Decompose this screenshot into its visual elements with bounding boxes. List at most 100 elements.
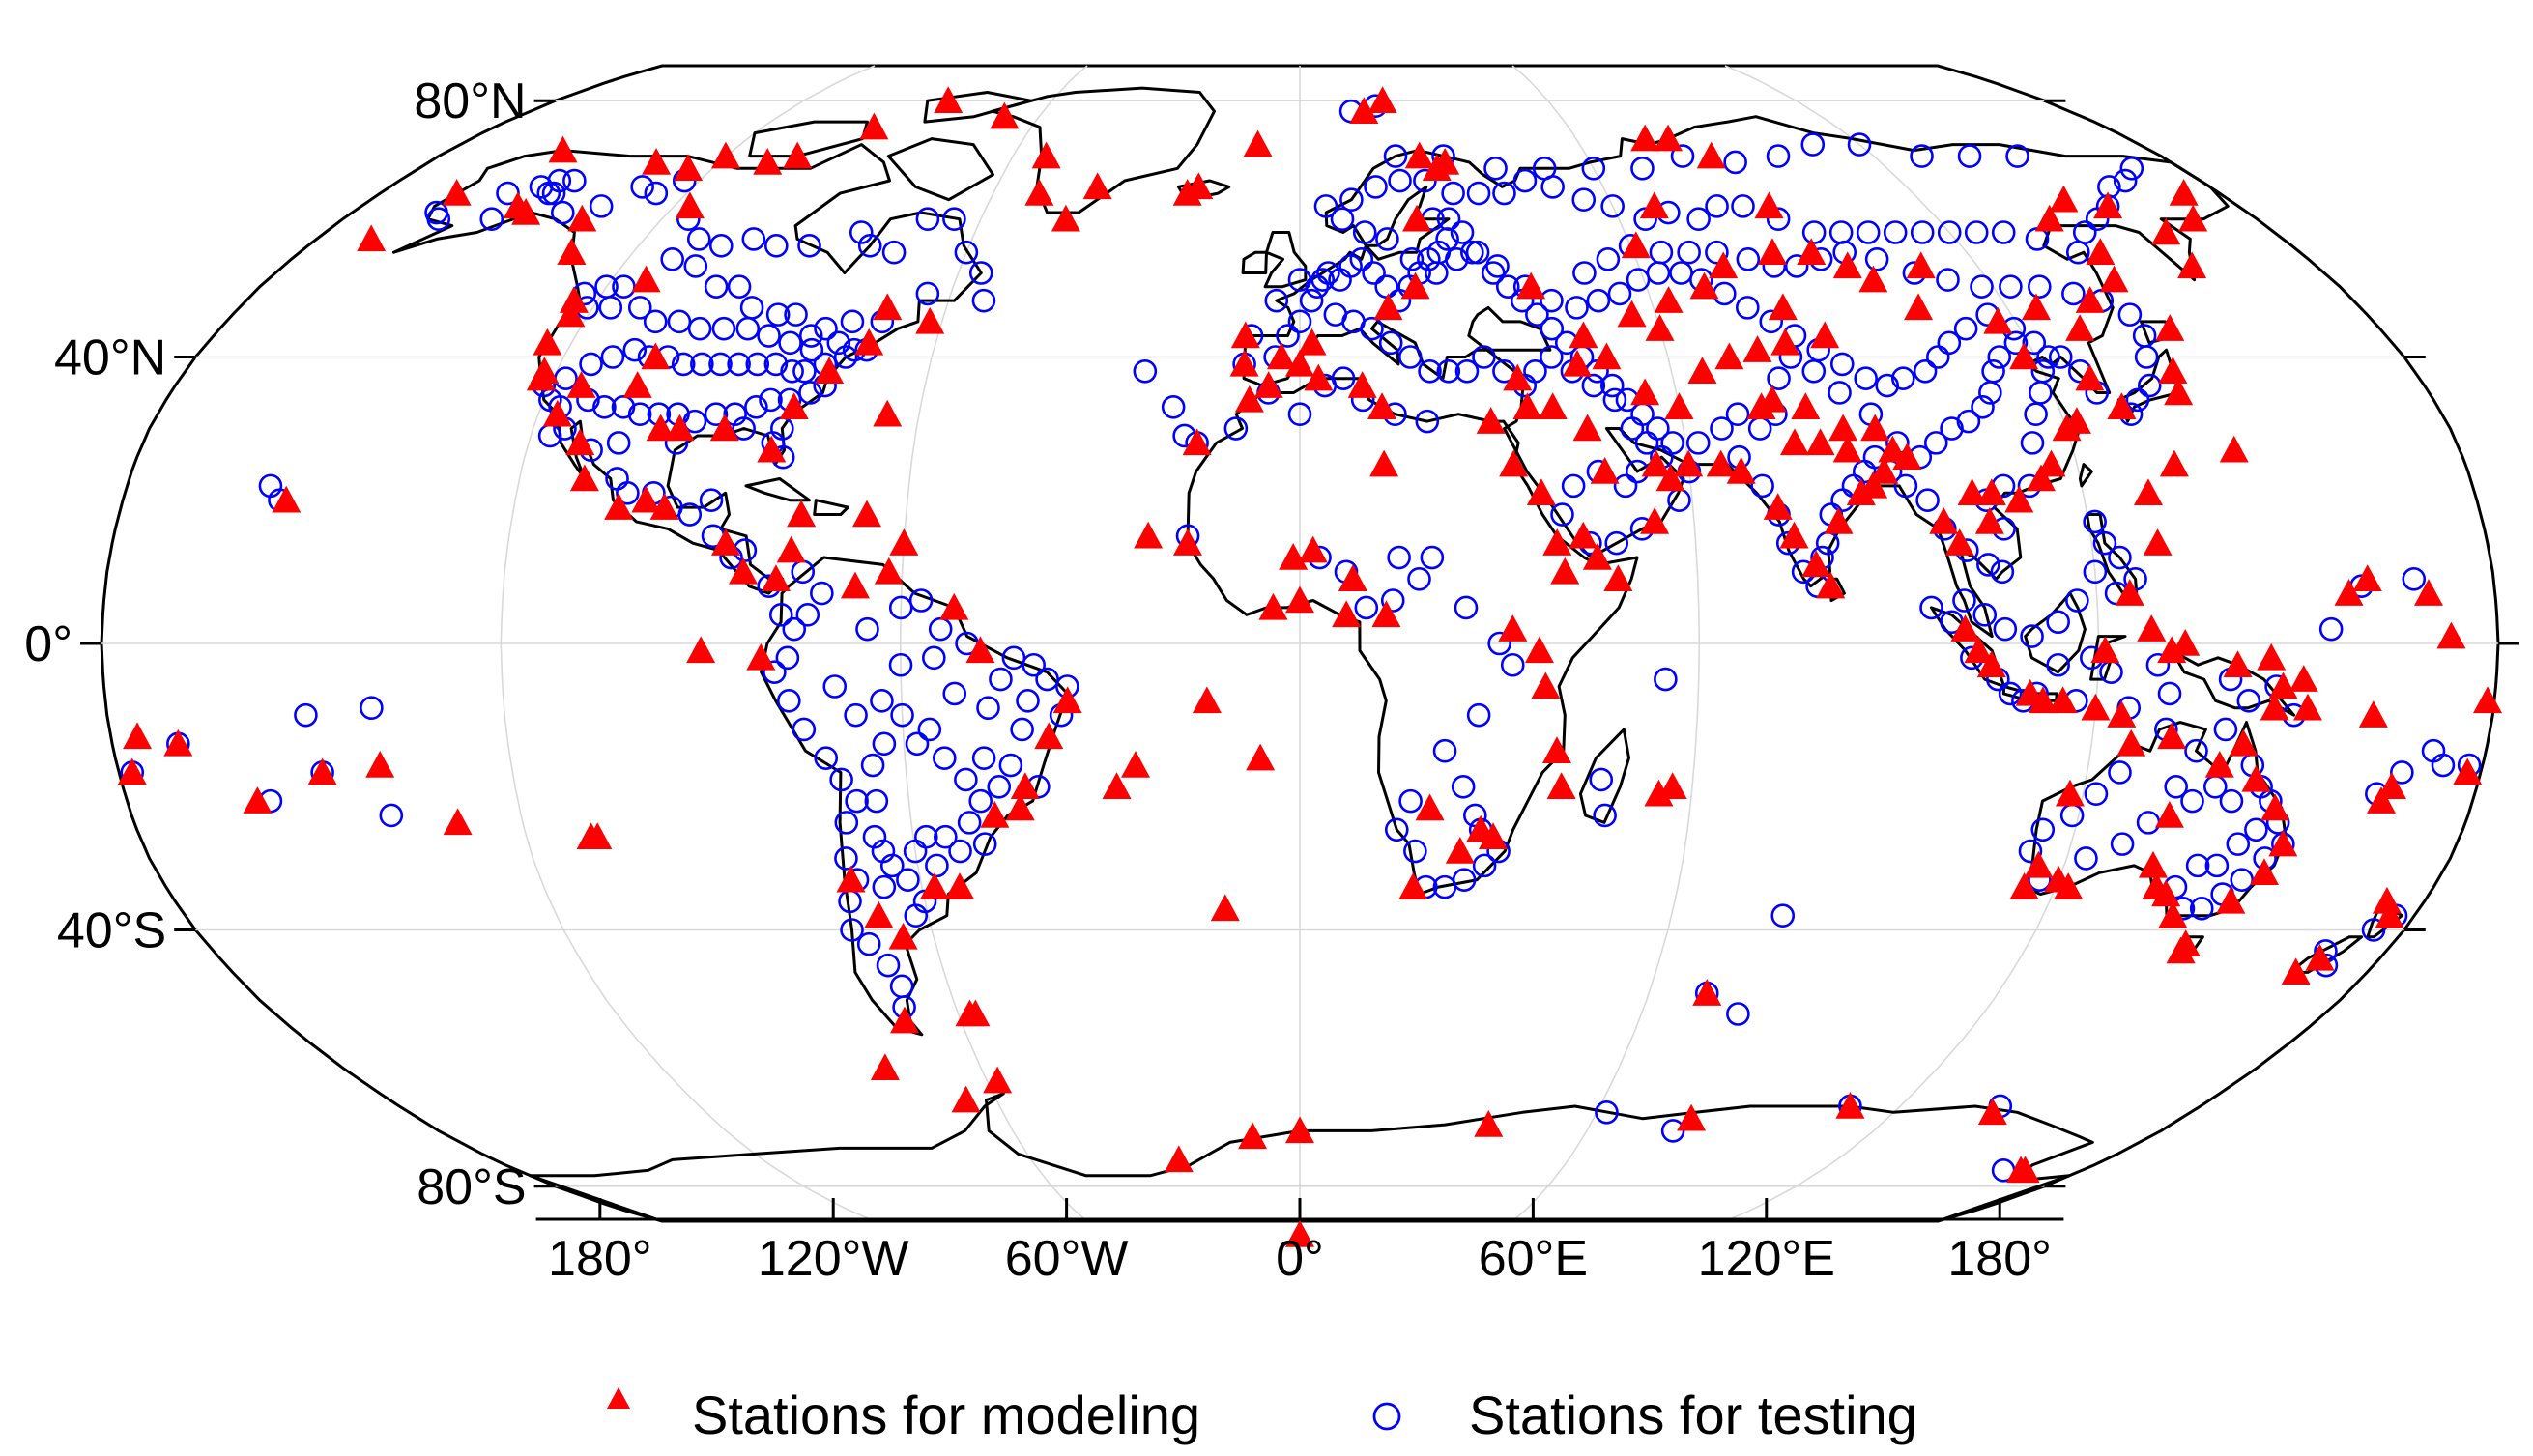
testing-station-marker — [598, 296, 623, 320]
modeling-station-marker — [965, 636, 995, 664]
testing-station-marker — [1483, 157, 1508, 181]
testing-station-marker — [889, 974, 914, 999]
testing-station-marker — [1287, 309, 1312, 334]
testing-station-marker — [2065, 588, 2089, 613]
modeling-station-marker — [1816, 571, 1846, 599]
modeling-station-marker — [1398, 872, 1428, 899]
testing-station-marker — [2113, 168, 2138, 193]
testing-station-marker — [1451, 775, 1476, 799]
testing-station-marker — [822, 674, 848, 699]
modeling-station-marker — [557, 238, 587, 265]
testing-station-marker — [1581, 373, 1606, 398]
testing-station-marker — [784, 302, 808, 327]
testing-station-marker — [2244, 817, 2268, 842]
modeling-station-marker — [2143, 528, 2173, 556]
modeling-station-marker — [1031, 141, 1061, 169]
modeling-station-marker — [1246, 743, 1276, 771]
modeling-station-marker — [1524, 636, 1554, 664]
testing-station-marker — [1388, 168, 1412, 193]
testing-station-marker — [606, 431, 631, 455]
modeling-station-marker — [1957, 478, 1987, 506]
lon-label-120e: 120°E — [1698, 1231, 1835, 1287]
testing-station-marker — [925, 853, 949, 878]
testing-station-marker — [622, 337, 648, 362]
testing-station-marker — [1910, 144, 1934, 168]
modeling-station-marker — [870, 1053, 900, 1081]
modeling-station-marker — [583, 822, 613, 849]
testing-station-marker — [1620, 416, 1645, 441]
testing-station-marker — [862, 824, 887, 849]
testing-station-marker — [2005, 144, 2029, 168]
testing-station-marker — [1407, 566, 1431, 591]
modeling-station-marker — [2292, 693, 2322, 721]
modeling-station-marker — [1563, 349, 1593, 377]
red-triangle-icon — [607, 1387, 630, 1409]
modeling-station-marker — [1338, 564, 1367, 592]
testing-station-marker — [1890, 366, 1915, 390]
testing-station-marker — [844, 702, 868, 728]
testing-station-marker — [1953, 316, 1978, 341]
testing-station-marker — [954, 767, 978, 792]
testing-station-marker — [1523, 358, 1547, 384]
testing-station-marker — [1399, 247, 1425, 271]
modeling-station-marker — [1977, 1098, 2007, 1126]
testing-station-marker — [1454, 595, 1479, 620]
testing-station-marker — [1384, 817, 1409, 842]
modeling-station-marker — [556, 300, 586, 328]
modeling-station-marker — [631, 265, 661, 293]
testing-station-marker — [732, 416, 756, 441]
testing-station-marker — [1801, 358, 1827, 384]
testing-station-marker — [727, 274, 752, 299]
lat-label-equator: 0° — [24, 616, 72, 672]
testing-station-marker — [2022, 330, 2047, 356]
testing-station-marker — [687, 316, 712, 341]
testing-station-marker — [1630, 157, 1655, 181]
modeling-station-marker — [1757, 238, 1787, 265]
testing-station-marker — [888, 595, 913, 620]
testing-station-marker — [2048, 345, 2073, 369]
testing-station-marker — [1925, 345, 1950, 369]
modeling-station-marker — [1479, 822, 1509, 849]
modeling-station-marker — [1298, 535, 1328, 563]
modeling-station-marker — [1687, 357, 1717, 385]
testing-station-marker — [775, 645, 800, 671]
modeling-station-marker — [1630, 124, 1660, 152]
testing-station-marker — [727, 352, 751, 377]
testing-station-marker — [933, 746, 957, 770]
testing-station-marker — [2185, 853, 2210, 878]
modeling-station-marker — [1538, 392, 1568, 420]
modeling-station-marker — [1983, 306, 2013, 334]
modeling-station-marker — [1709, 251, 1739, 279]
testing-station-marker — [1339, 187, 1364, 213]
testing-station-marker — [876, 953, 901, 978]
testing-station-marker — [711, 316, 736, 341]
modeling-station-marker — [1367, 392, 1397, 420]
testing-station-marker — [2099, 660, 2123, 684]
modeling-station-marker — [854, 328, 884, 356]
modeling-station-marker — [1051, 204, 1080, 232]
modeling-station-marker — [2158, 357, 2188, 385]
modeling-station-marker — [1546, 772, 1576, 800]
testing-station-marker — [1600, 194, 1625, 218]
testing-station-marker — [1770, 903, 1796, 928]
modeling-station-marker — [117, 757, 147, 785]
testing-station-marker — [840, 309, 865, 334]
testing-station-marker — [1133, 358, 1158, 384]
testing-station-marker — [1581, 157, 1606, 181]
modeling-station-marker — [2049, 185, 2079, 213]
testing-station-marker — [795, 603, 820, 627]
lat-label-80s: 80°S — [417, 1159, 526, 1215]
modeling-station-marker — [2054, 872, 2084, 899]
testing-station-marker — [1634, 431, 1659, 455]
testing-station-marker — [1436, 358, 1461, 384]
coastline-path — [1241, 250, 1268, 274]
testing-station-marker — [905, 731, 930, 757]
testing-station-marker — [1725, 402, 1750, 427]
modeling-station-marker — [1944, 528, 1974, 556]
testing-station-marker — [1952, 588, 1976, 613]
modeling-station-marker — [1640, 506, 1670, 534]
testing-station-marker — [2230, 868, 2255, 893]
modeling-station-marker — [2115, 579, 2144, 606]
testing-station-marker — [644, 181, 669, 206]
